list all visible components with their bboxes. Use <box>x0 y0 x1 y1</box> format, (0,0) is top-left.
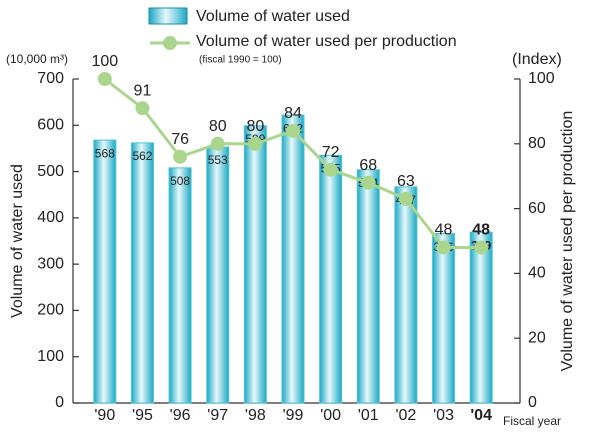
line-value-label: 48 <box>472 222 490 239</box>
line-value-label: 91 <box>134 82 152 99</box>
line-value-label: 80 <box>246 118 264 135</box>
y2-unit: (Index) <box>512 51 562 68</box>
bar-value-label: 508 <box>170 174 190 188</box>
y-tick-label: 0 <box>55 394 64 411</box>
legend-swatch-bar <box>148 7 188 25</box>
bar <box>93 139 117 404</box>
y-tick-label: 700 <box>37 70 64 87</box>
line-value-label: 80 <box>209 118 227 135</box>
bar <box>432 233 456 404</box>
y-unit: (10,000 m³) <box>6 52 68 66</box>
y2-tick-label: 60 <box>528 200 546 217</box>
line-value-label: 68 <box>359 157 377 174</box>
bar <box>130 142 154 404</box>
line-point <box>323 162 338 177</box>
bar <box>281 114 305 404</box>
x-tick-label: '98 <box>245 407 266 424</box>
x-tick-label: '97 <box>207 407 228 424</box>
x-tick-label: '04 <box>470 407 492 424</box>
line-point <box>173 149 188 164</box>
x-tick-label: '96 <box>170 407 191 424</box>
bar <box>356 169 380 404</box>
line-value-label: 48 <box>435 222 453 239</box>
bar <box>168 167 192 404</box>
y2-tick-label: 0 <box>528 394 537 411</box>
line-point <box>398 191 413 206</box>
line-point <box>361 175 376 190</box>
line-value-label: 72 <box>322 144 340 161</box>
bar-value-label: 562 <box>132 149 152 163</box>
y-tick-label: 300 <box>37 255 64 272</box>
line-value-label: 84 <box>284 105 302 122</box>
line-point <box>135 101 150 116</box>
y-tick-label: 600 <box>37 117 64 134</box>
legend-note: (fiscal 1990 = 100) <box>199 55 282 66</box>
x-axis-title: Fiscal year <box>503 414 561 428</box>
x-tick-label: '02 <box>395 407 416 424</box>
line-point <box>436 240 451 255</box>
y2-tick-label: 40 <box>528 265 546 282</box>
bar-value-label: 568 <box>95 146 115 160</box>
y2-tick-label: 20 <box>528 329 546 346</box>
y-axis-title: Volume of water used <box>9 164 26 318</box>
line-point <box>286 123 300 138</box>
legend-label: Volume of water used per production <box>196 33 457 50</box>
y-tick-label: 100 <box>37 348 64 365</box>
bar <box>469 231 493 404</box>
y-tick-label: 500 <box>37 163 64 180</box>
line-point <box>474 240 489 255</box>
x-tick-label: '95 <box>132 407 153 424</box>
line-point <box>97 72 112 86</box>
x-tick-label: '90 <box>94 407 115 424</box>
line-value-label: 63 <box>397 173 415 190</box>
bar <box>319 154 343 404</box>
x-tick-label: '00 <box>320 407 341 424</box>
y2-tick-label: 80 <box>528 135 546 152</box>
y2-axis-title: Volume of water used per production <box>559 111 576 372</box>
line-point <box>248 136 263 151</box>
legend-swatch-dot <box>163 36 177 50</box>
legend-label: Volume of water used <box>196 8 350 25</box>
bar <box>243 125 267 404</box>
bar-value-label: 553 <box>208 153 228 167</box>
bar <box>394 186 418 404</box>
bar <box>206 146 230 404</box>
x-tick-label: '99 <box>283 407 304 424</box>
line-value-label: 76 <box>171 131 189 148</box>
line-point <box>210 136 225 151</box>
y-tick-label: 200 <box>37 302 64 319</box>
line-value-label: 100 <box>91 53 118 70</box>
y2-tick-label: 100 <box>528 70 555 87</box>
x-tick-label: '03 <box>433 407 454 424</box>
x-tick-label: '01 <box>358 407 379 424</box>
y-tick-label: 400 <box>37 209 64 226</box>
